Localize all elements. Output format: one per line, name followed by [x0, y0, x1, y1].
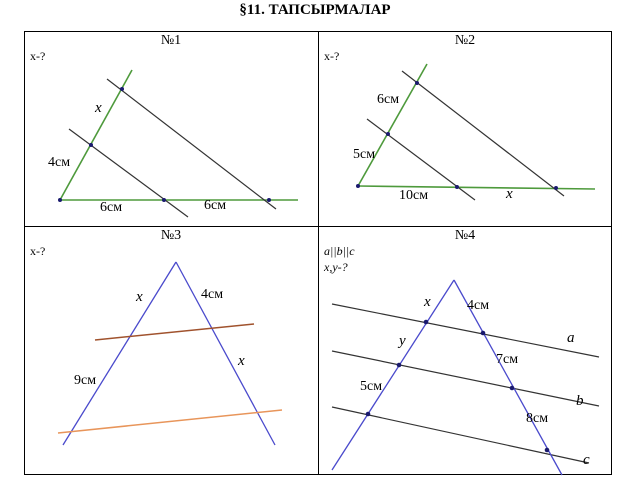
p1-parallel-line-1 [68, 128, 189, 218]
p1-label-6cm-right: 6см [204, 198, 227, 213]
p2-green-base [357, 185, 596, 190]
problem-2-number: №2 [454, 33, 476, 48]
p3-label-x-right: x [238, 353, 245, 369]
p4-label-y: y [399, 333, 406, 349]
problem-3-figure [57, 261, 283, 446]
p2-label-10cm: 10см [399, 188, 429, 203]
p3-side-right [175, 261, 276, 446]
problem-4-task: x,y-? [324, 260, 348, 274]
p4-label-x: x [424, 294, 431, 310]
p4-label-4cm: 4см [467, 298, 490, 313]
problem-1-task: x-? [30, 49, 46, 63]
p4-side-left [331, 279, 455, 471]
p1-green-transversal [59, 69, 133, 201]
p3-side-left [62, 261, 177, 446]
p4-point [423, 319, 429, 325]
page-title: §11. ТАПСЫРМАЛАР [239, 2, 391, 18]
p4-label-8cm: 8см [526, 411, 549, 426]
problem-2: №2 x-? 6см 5см 10см x [318, 31, 612, 226]
problem-4-condition: a||b||c [324, 244, 355, 258]
p2-label-5cm: 5см [353, 147, 376, 162]
p3-label-x-left: x [136, 289, 143, 305]
problem-1: №1 x-? x 4см 6см 6см [24, 31, 318, 226]
p2-label-6cm: 6см [377, 92, 400, 107]
problem-1-figure [58, 69, 298, 218]
p1-label-4cm: 4см [48, 155, 71, 170]
p4-line-b [331, 350, 600, 407]
p2-parallel-line-2 [401, 70, 565, 197]
problem-3-task: x-? [30, 244, 46, 258]
p2-green-transversal [357, 63, 428, 187]
p3-orange-line [57, 409, 283, 434]
problem-3: №3 x-? x 4см x 9см [24, 226, 318, 475]
p2-point [455, 185, 459, 189]
p1-point [267, 198, 271, 202]
p4-label-7cm: 7см [496, 352, 519, 367]
table-divider-vertical [318, 31, 319, 475]
p4-label-line-a: a [567, 330, 575, 346]
p1-point [58, 198, 62, 202]
p2-point [554, 186, 558, 190]
p4-line-c [331, 406, 590, 464]
p4-line-a [331, 303, 600, 358]
p2-point [415, 81, 419, 85]
problem-1-number: №1 [160, 33, 182, 48]
p4-point [365, 411, 371, 417]
problem-4-figure [331, 279, 600, 476]
problem-4: №4 a||b||c x,y-? x 4см y 7см 5см 8см a b… [318, 226, 612, 476]
p4-point [480, 330, 486, 336]
problem-3-number: №3 [160, 228, 182, 243]
p1-parallel-line-2 [106, 78, 277, 210]
p4-point [396, 362, 402, 368]
p4-point [544, 447, 550, 453]
problem-2-task: x-? [324, 49, 340, 63]
p1-label-x: x [95, 100, 102, 116]
p3-brown-line [94, 323, 255, 341]
problem-4-number: №4 [454, 228, 476, 243]
p1-point [89, 143, 93, 147]
p2-label-x: x [506, 186, 513, 202]
p4-point [509, 385, 515, 391]
table-divider-horizontal [24, 226, 612, 227]
p1-point [120, 87, 124, 91]
p3-label-4cm: 4см [201, 287, 224, 302]
p1-label-6cm-left: 6см [100, 200, 123, 215]
p4-label-5cm: 5см [360, 379, 383, 394]
p2-point [386, 132, 390, 136]
p4-label-line-b: b [576, 393, 584, 409]
problem-2-figure [356, 63, 596, 201]
p4-side-right [453, 279, 563, 476]
p3-label-9cm: 9см [74, 373, 97, 388]
p4-label-line-c: c [583, 452, 590, 468]
p1-point [162, 198, 166, 202]
p2-point [356, 184, 360, 188]
